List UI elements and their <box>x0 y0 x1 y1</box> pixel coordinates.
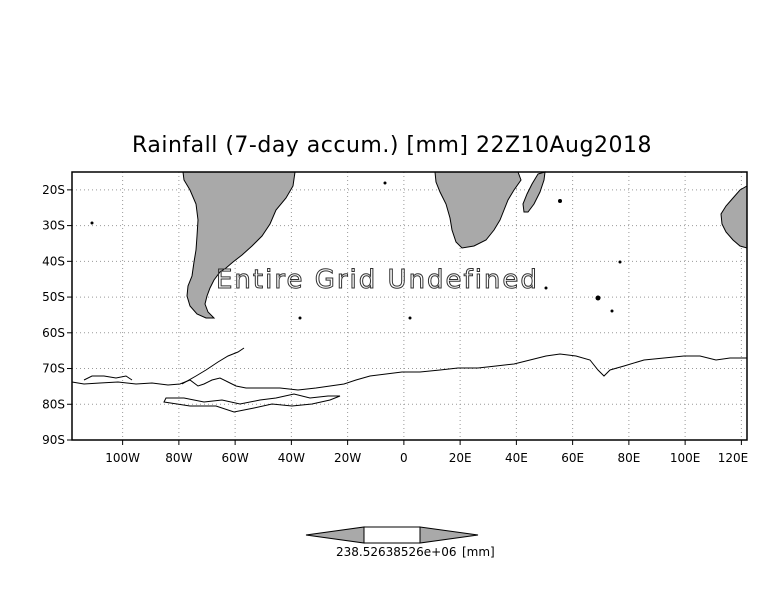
lon-tick-label: 40E <box>505 451 528 465</box>
lon-tick-label: 60W <box>222 451 249 465</box>
lat-tick-label: 60S <box>42 326 65 340</box>
africa-landmass <box>434 171 522 249</box>
colorbar-right-arrow <box>419 526 479 544</box>
lon-tick-label: 40W <box>278 451 305 465</box>
madagascar-landmass <box>522 171 546 213</box>
latitude-labels: 20S 30S 40S 50S 60S 70S 80S 90S <box>42 183 72 447</box>
weddell-ice-shelf <box>163 393 341 413</box>
antarctic-peninsula <box>181 347 245 385</box>
lat-tick-label: 90S <box>42 433 65 447</box>
antarctica-coastline <box>71 353 747 391</box>
lon-tick-label: 120E <box>718 451 749 465</box>
colorbar-left-arrow <box>305 526 365 544</box>
islands <box>90 181 622 320</box>
colorbar <box>305 526 479 544</box>
lat-tick-label: 80S <box>42 397 65 411</box>
colorbar-value-label: 238.52638526e+06 <box>336 545 457 559</box>
lon-tick-label: 20E <box>449 451 472 465</box>
lat-tick-label: 50S <box>42 290 65 304</box>
lon-tick-label: 100W <box>105 451 140 465</box>
ross-ice-shelf-edge <box>83 375 133 381</box>
lon-tick-label: 20W <box>334 451 361 465</box>
lon-tick-label: 0 <box>400 451 408 465</box>
lon-tick-label: 100E <box>670 451 701 465</box>
lat-tick-label: 40S <box>42 254 65 268</box>
land-layer <box>71 171 748 413</box>
plot-title: Rainfall (7-day accum.) [mm] 22Z10Aug201… <box>132 133 652 158</box>
colorbar-center-box <box>363 526 421 544</box>
lon-tick-label: 80W <box>165 451 192 465</box>
undefined-grid-message: Entire Grid Undefined <box>216 265 539 295</box>
south-america-landmass <box>182 171 296 319</box>
graticule <box>72 172 747 441</box>
map-frame <box>71 171 748 441</box>
lat-tick-label: 70S <box>42 362 65 376</box>
lon-tick-label: 80E <box>617 451 640 465</box>
lat-tick-label: 20S <box>42 183 65 197</box>
lon-tick-label: 60E <box>561 451 584 465</box>
longitude-labels: 100W 80W 60W 40W 20W 0 20E 40E 60E 80E 100E 120E <box>105 440 748 465</box>
colorbar-unit-label: [mm] <box>462 545 495 559</box>
australia-landmass <box>720 185 748 249</box>
lat-tick-label: 30S <box>42 219 65 233</box>
